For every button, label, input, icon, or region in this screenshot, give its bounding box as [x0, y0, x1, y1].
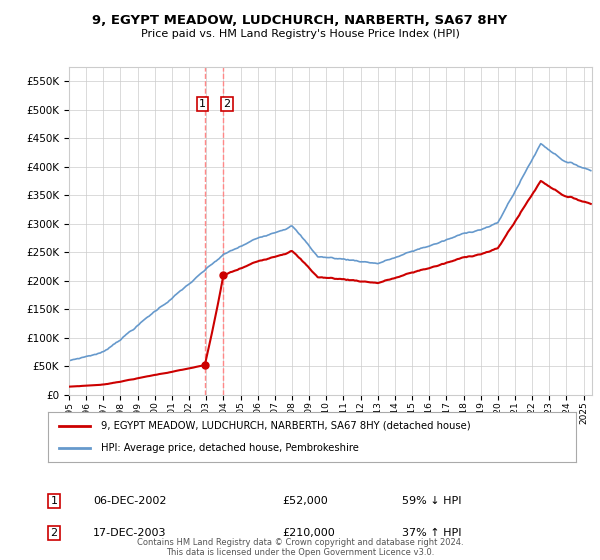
Text: £52,000: £52,000 [282, 496, 328, 506]
Text: 1: 1 [199, 99, 206, 109]
Text: £210,000: £210,000 [282, 528, 335, 538]
Text: 1: 1 [50, 496, 58, 506]
Text: 2: 2 [223, 99, 230, 109]
Text: 9, EGYPT MEADOW, LUDCHURCH, NARBERTH, SA67 8HY: 9, EGYPT MEADOW, LUDCHURCH, NARBERTH, SA… [92, 14, 508, 27]
Text: Price paid vs. HM Land Registry's House Price Index (HPI): Price paid vs. HM Land Registry's House … [140, 29, 460, 39]
Text: Contains HM Land Registry data © Crown copyright and database right 2024.
This d: Contains HM Land Registry data © Crown c… [137, 538, 463, 557]
Text: 17-DEC-2003: 17-DEC-2003 [93, 528, 167, 538]
Text: 59% ↓ HPI: 59% ↓ HPI [402, 496, 461, 506]
Text: 06-DEC-2002: 06-DEC-2002 [93, 496, 167, 506]
Text: 9, EGYPT MEADOW, LUDCHURCH, NARBERTH, SA67 8HY (detached house): 9, EGYPT MEADOW, LUDCHURCH, NARBERTH, SA… [101, 421, 470, 431]
Text: 2: 2 [50, 528, 58, 538]
Text: HPI: Average price, detached house, Pembrokeshire: HPI: Average price, detached house, Pemb… [101, 443, 359, 453]
Text: 37% ↑ HPI: 37% ↑ HPI [402, 528, 461, 538]
